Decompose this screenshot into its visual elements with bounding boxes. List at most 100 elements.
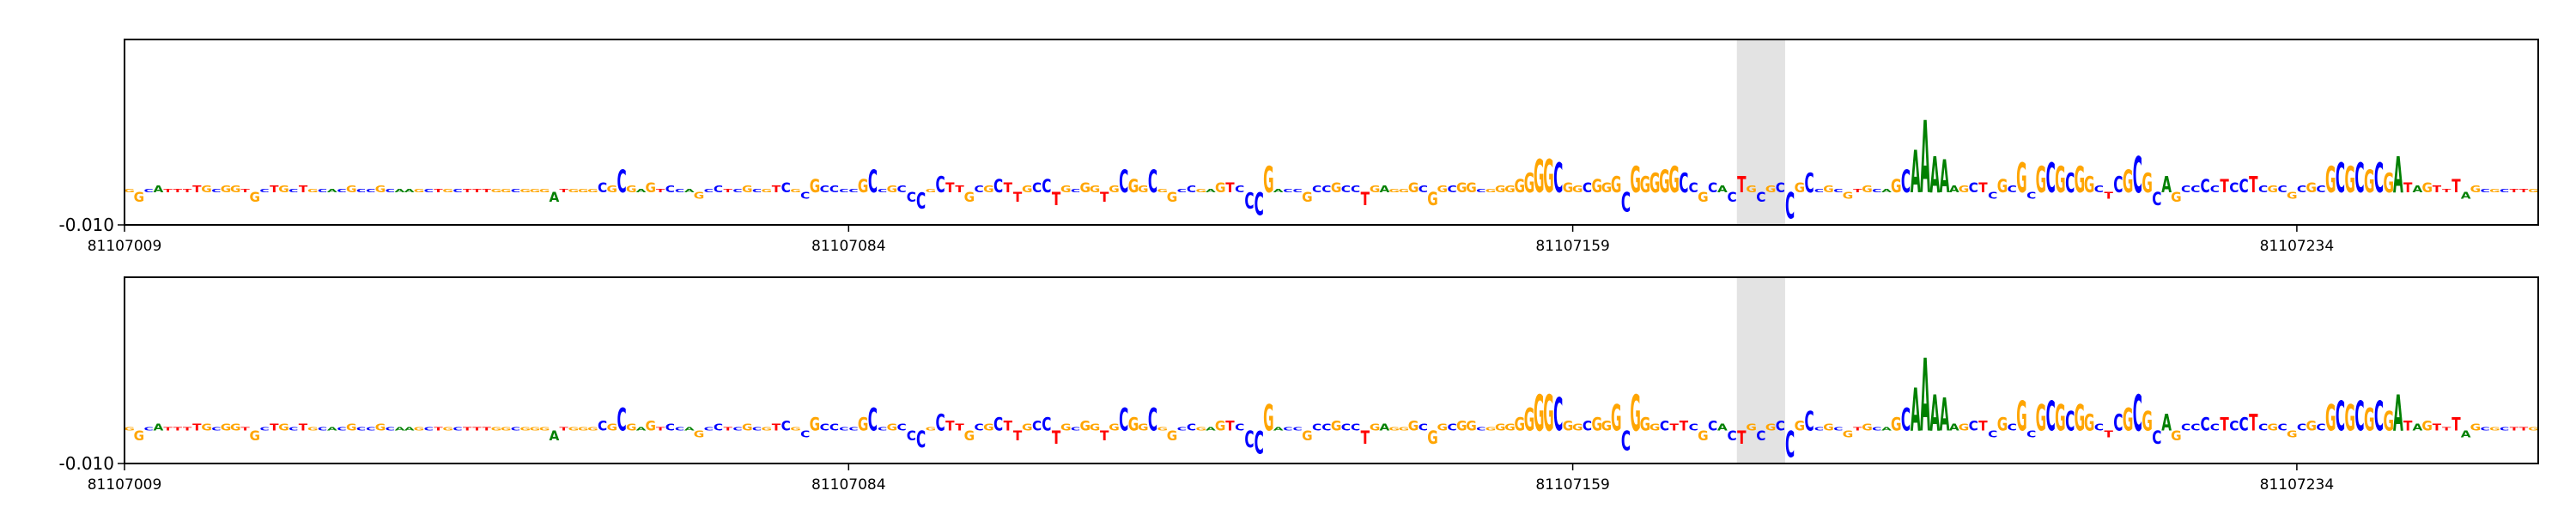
logo-letter: C — [2336, 394, 2345, 441]
logo-letter: T — [1225, 418, 1235, 433]
logo-letter: C — [356, 427, 366, 432]
logo-letter: T — [1669, 423, 1678, 433]
logo-letter: G — [1524, 167, 1535, 199]
logo-letter: G — [307, 188, 319, 193]
logo-letter: T — [1361, 190, 1370, 210]
logo-letter: A — [1911, 137, 1921, 206]
logo-letter: G — [1611, 398, 1622, 439]
logo-letter: C — [617, 163, 626, 200]
logo-letter: G — [578, 188, 589, 193]
logo-letter: A — [395, 427, 405, 432]
logo-letter: C — [2316, 423, 2325, 433]
logo-letter: G — [1485, 188, 1497, 193]
logo-letter: C — [1756, 428, 1765, 444]
logo-letter: C — [2152, 428, 2161, 449]
logo-letter: A — [1949, 423, 1960, 433]
logo-letter: T — [472, 188, 482, 193]
logo-letter: A — [636, 188, 647, 193]
logo-letter: T — [299, 185, 307, 195]
logo-letter: G — [530, 427, 541, 432]
logo-letter: G — [1563, 418, 1574, 433]
logo-letter: G — [1649, 167, 1661, 199]
logo-letter: T — [2510, 427, 2519, 432]
logo-letter: C — [848, 188, 858, 193]
logo-letter: A — [549, 428, 559, 444]
logo-letter: A — [1273, 427, 1284, 432]
logo-letter: A — [1717, 185, 1728, 195]
logo-letter: G — [124, 188, 135, 193]
logo-letter: A — [2413, 423, 2424, 433]
logo-letter: G — [1891, 176, 1902, 197]
logo-letter: G — [1611, 173, 1622, 199]
logo-letter: C — [1312, 423, 1321, 433]
logo-letter: T — [945, 418, 955, 433]
logo-letter: C — [1148, 163, 1157, 200]
highlight-band — [1736, 39, 1785, 225]
logo-letter: G — [230, 185, 241, 195]
logo-letter: G — [1022, 185, 1033, 195]
logo-letter: G — [1437, 185, 1449, 195]
logo-letter: T — [163, 188, 173, 193]
logo-letter: G — [230, 423, 241, 433]
logo-letter: C — [2277, 185, 2287, 195]
logo-letter: G — [1388, 427, 1400, 432]
logo-letter: G — [1263, 398, 1274, 439]
logo-letter: A — [327, 427, 337, 432]
x-tick-label: 81107159 — [1535, 238, 1610, 255]
logo-letter: C — [839, 188, 848, 193]
logo-letter: T — [2403, 418, 2413, 433]
logo-letter: G — [1331, 418, 1342, 433]
logo-letter: C — [1032, 418, 1042, 433]
logo-letter: C — [318, 427, 327, 432]
logo-letter: C — [1071, 188, 1080, 193]
logo-letter: T — [772, 423, 781, 433]
logo-letter: G — [442, 427, 453, 432]
logo-letter: T — [240, 188, 250, 193]
logo-letter: C — [1833, 188, 1843, 193]
logo-letter: T — [2519, 427, 2529, 432]
logo-letter: G — [1128, 176, 1139, 197]
logo-letter: G — [2306, 180, 2318, 196]
logo-letter: G — [2528, 427, 2539, 432]
logo-letter: G — [530, 188, 541, 193]
logo-letter: C — [752, 427, 762, 432]
logo-letter: G — [858, 415, 869, 435]
logo-letter: C — [907, 190, 916, 205]
logo-letter: T — [1853, 427, 1862, 432]
logo-letter: T — [1978, 418, 1988, 433]
logo-letter: C — [1708, 418, 1717, 433]
logo-letter: G — [1109, 185, 1120, 195]
logo-letter: G — [414, 427, 425, 432]
logo-letter: T — [724, 188, 733, 193]
logo-letter: G — [2142, 167, 2153, 199]
logo-letter: G — [201, 423, 212, 433]
logo-letter: G — [1591, 176, 1602, 197]
logo-letter: G — [1263, 161, 1274, 202]
logo-letter: C — [2210, 423, 2220, 433]
logo-letter: G — [491, 188, 502, 193]
logo-letter: C — [424, 188, 434, 193]
logo-letter: C — [1244, 427, 1254, 454]
logo-letter: G — [1370, 185, 1381, 195]
logo-letter: C — [144, 427, 154, 432]
logo-letter: T — [955, 423, 963, 433]
logo-letter: T — [434, 427, 443, 432]
logo-letter: G — [2036, 398, 2047, 439]
logo-letter: G — [1795, 180, 1806, 196]
logo-letter: C — [1785, 186, 1795, 227]
logo-letter: C — [1814, 427, 1824, 432]
logo-letter: G — [1572, 185, 1583, 195]
logo-letter: C — [144, 188, 154, 193]
logo-letter: C — [2113, 410, 2123, 437]
logo-letter: C — [289, 188, 298, 193]
logo-letter: G — [790, 427, 801, 432]
logo-letter: G — [346, 185, 357, 195]
logo-letter: G — [2016, 394, 2027, 441]
logo-letter: C — [453, 188, 462, 193]
logo-letter: G — [124, 427, 135, 432]
logo-letter: C — [1583, 180, 1592, 196]
logo-letter: C — [1187, 423, 1196, 433]
logo-letter: G — [278, 423, 289, 433]
logo-letter: G — [1640, 173, 1651, 199]
logo-letter: C — [386, 427, 395, 432]
